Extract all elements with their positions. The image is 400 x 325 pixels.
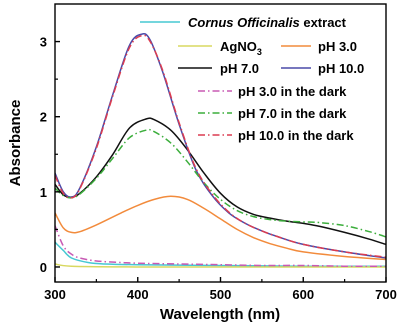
x-tick-label: 300: [44, 287, 66, 302]
legend-label: AgNO3: [220, 39, 262, 57]
y-tick-label: 1: [40, 185, 47, 200]
x-tick-label: 400: [127, 287, 149, 302]
series-line-ph-3-0-in-the-dark: [55, 225, 386, 267]
legend-label: pH 7.0 in the dark: [238, 106, 347, 121]
legend-label: Cornus Officinalis extract: [188, 15, 347, 30]
y-axis-title: Absorbance: [7, 100, 24, 187]
series-line-ph-3-0: [55, 195, 386, 261]
series-line-agno3: [55, 263, 386, 268]
legend-label: pH 10.0 in the dark: [238, 128, 354, 143]
x-tick-label: 600: [292, 287, 314, 302]
legend-label: pH 3.0: [318, 39, 357, 54]
legend-label: pH 3.0 in the dark: [238, 84, 347, 99]
series-line-cornus-officinalis-extract: [55, 241, 386, 267]
series-line-ph-7-0-in-the-dark: [55, 128, 386, 238]
x-tick-label: 700: [375, 287, 397, 302]
x-tick-label: 500: [210, 287, 232, 302]
x-axis-title: Wavelength (nm): [160, 306, 280, 323]
y-tick-label: 2: [40, 110, 47, 125]
series-line-ph-10-0-in-the-dark: [55, 34, 386, 258]
y-tick-label: 3: [40, 35, 47, 50]
y-tick-label: 0: [40, 260, 47, 275]
legend-label: pH 10.0: [318, 61, 364, 76]
legend-label: pH 7.0: [220, 61, 259, 76]
